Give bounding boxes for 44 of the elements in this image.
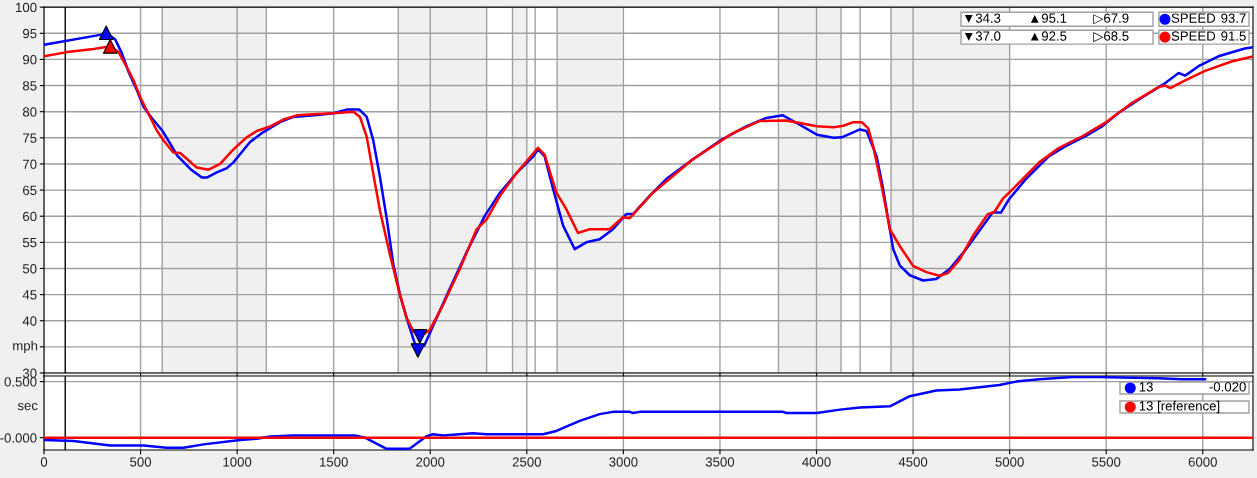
x-tick-label: 1000 [223, 457, 252, 467]
y-tick-label: 60 [23, 211, 37, 222]
x-tick-label: 3500 [705, 457, 735, 467]
y-tick-label: 75 [23, 133, 37, 143]
x-tick-label: 2500 [512, 457, 541, 467]
x-tick-label: 4500 [898, 457, 928, 467]
y-tick-label: 40 [22, 316, 37, 326]
y-tick-label: 45 [22, 290, 37, 300]
y-tick-label: 55 [22, 238, 37, 248]
y-tick-label: 100 [16, 2, 37, 13]
y-tick-label: 70 [23, 159, 37, 169]
x-tick-label: 500 [130, 457, 152, 467]
x-tick-label: 5500 [1092, 457, 1121, 467]
annotation: 93.7 [1221, 13, 1246, 23]
annotation: ▲92.5 [1030, 31, 1067, 41]
x-tick-label: 5000 [995, 457, 1024, 467]
y-tick-label: 95 [22, 28, 37, 39]
x-tick-label: 1500 [320, 457, 348, 467]
annotation: ▼34.3 [964, 13, 1001, 23]
legend-label: SPEED [1171, 13, 1216, 23]
annotation: ▷68.5 [1093, 31, 1129, 43]
legend-label: 13 [1139, 382, 1153, 392]
y-tick-label: 90 [22, 55, 37, 65]
x-tick-label: 0 [40, 457, 48, 467]
legend-label: SPEED [1171, 31, 1216, 41]
annotation: 91.5 [1221, 31, 1246, 41]
x-tick-label: 4000 [802, 457, 831, 467]
annotation: ▷67.9 [1093, 13, 1129, 25]
y-axis-title: mph [13, 340, 38, 354]
y-tick-label: 65 [23, 185, 37, 195]
annotation: ▲95.1 [1030, 13, 1067, 23]
y-axis-title: sec [17, 402, 38, 411]
y-tick-label: 80 [22, 107, 37, 117]
y-tick-label: -0.000 [0, 433, 37, 443]
y-tick-label: 0.500 [4, 377, 37, 387]
y-tick-label: 85 [22, 81, 37, 91]
legend-label: 13 [reference] [1139, 400, 1220, 414]
x-tick-label: 2000 [416, 457, 445, 467]
y-tick-label: 30 [22, 368, 37, 378]
annotation: -0.020 [1209, 382, 1246, 392]
x-tick-label: 6000 [1188, 457, 1217, 467]
y-tick-label: 50 [22, 264, 37, 274]
x-tick-label: 3000 [609, 457, 638, 467]
annotation: ▼37.0 [964, 31, 1001, 41]
